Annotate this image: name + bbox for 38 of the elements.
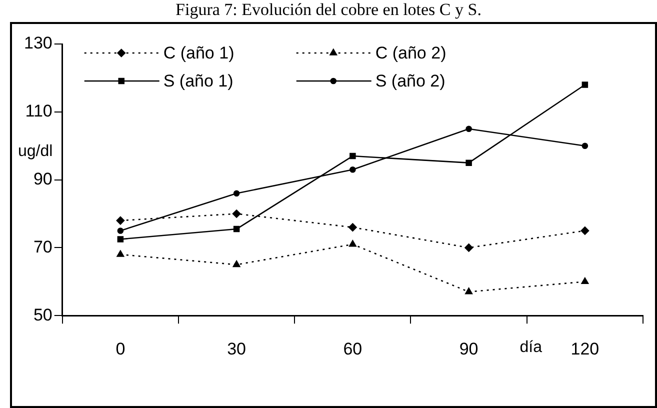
point [116,216,125,225]
point [350,152,356,160]
point [580,226,590,235]
legend-label: S (año 1) [163,72,234,91]
y-tick-label: 110 [25,102,52,121]
legend-label: C (año 1) [163,44,234,63]
legend-label: S (año 2) [375,72,446,91]
text: día [520,339,542,356]
point [466,160,472,166]
point [116,250,124,257]
point [582,142,588,149]
point [232,260,240,268]
legend-label: C (año 2) [375,44,446,63]
y-tick-label: 70 [33,237,52,256]
point [464,244,473,252]
x-tick-label: 120 [570,339,600,358]
point [465,288,472,294]
point [582,82,588,88]
x-tick-label: 90 [459,339,478,358]
y-tick-label: 90 [33,169,52,188]
x-tick-label: 30 [227,339,246,358]
point [232,210,241,218]
y-axis-title: ug/dl [18,143,53,160]
y-tick-label: 130 [24,34,52,53]
chart-title: Figura 7: Evolución del cobre en lotes C y S. [174,0,482,20]
frame: 0 30 60 90 120 50 70 90 110 130 ug/dl día C (año 1) S (año 1) C (año 2) S (año 2) [10,22,657,408]
x-tick-label: 0 [116,339,126,358]
x-tick-label: 60 [343,339,362,358]
point [349,240,356,247]
point [117,236,124,242]
point [117,228,124,234]
point [233,190,240,197]
point [350,166,356,173]
point [233,226,240,232]
point [581,278,589,284]
y-tick-label: 50 [33,305,52,324]
point [466,126,472,132]
point [348,223,357,232]
